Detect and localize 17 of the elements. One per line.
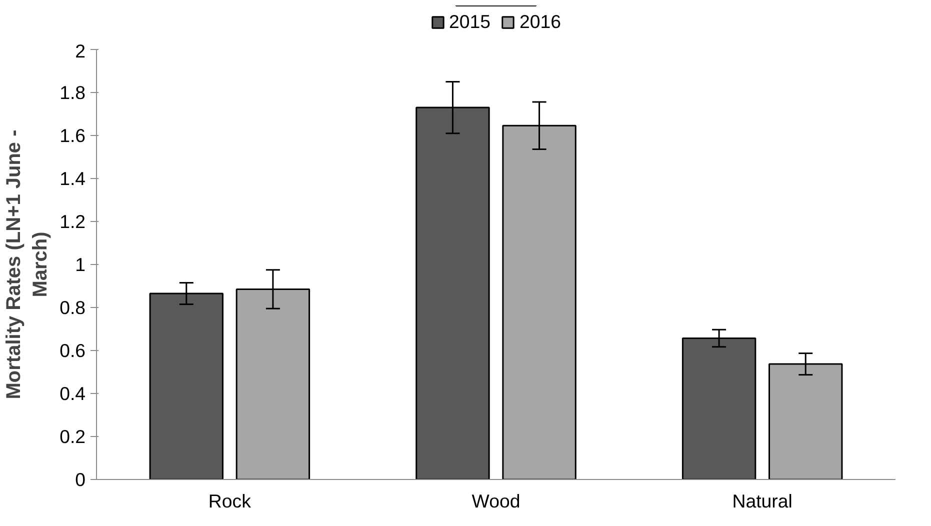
y-axis-title: Mortality Rates (LN+1 June - March) [3, 130, 52, 400]
y-tick-label: 2 [75, 40, 86, 62]
x-tick-label: Wood [472, 490, 520, 512]
y-tick-label: 0.6 [60, 340, 86, 361]
legend-label: 2016 [520, 11, 562, 33]
x-tick-label: Natural [732, 490, 792, 512]
legend-label: 2015 [448, 11, 490, 33]
y-tick-label: 1.8 [60, 82, 86, 103]
y-tick-label: 0 [75, 469, 86, 490]
y-tick-label: 1 [75, 254, 86, 275]
y-tick-label: 0.2 [60, 426, 86, 447]
x-tick-label: Rock [208, 490, 252, 512]
y-tick-label: 1.4 [60, 168, 86, 189]
y-tick-label: 1.2 [60, 211, 86, 232]
y-tick-label: 0.8 [60, 297, 86, 318]
y-tick-label: 1.6 [60, 125, 86, 146]
y-tick-label: 0.4 [60, 383, 86, 404]
